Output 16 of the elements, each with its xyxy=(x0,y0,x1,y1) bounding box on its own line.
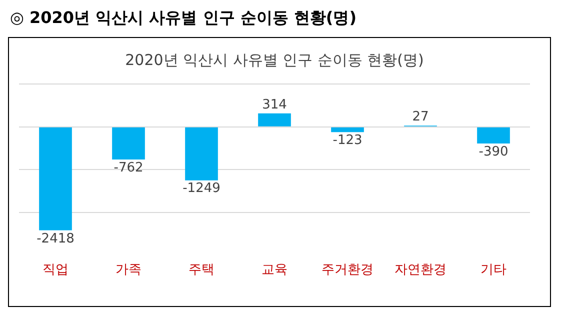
data-label: -762 xyxy=(114,160,144,176)
x-tick-label: 교육 xyxy=(262,262,288,278)
data-label: -1249 xyxy=(182,181,220,196)
data-label: 314 xyxy=(262,97,287,112)
data-label: -390 xyxy=(478,144,508,160)
x-tick-label: 직업 xyxy=(42,262,68,278)
text: ◎ 2020년 익산시 사유별 인구 순이동 현황(명) xyxy=(10,8,358,29)
chart-title: 2020년 익산시 사유별 인구 순이동 현황(명) xyxy=(125,50,424,69)
x-tick-label: 자연환경 xyxy=(394,262,446,278)
data-label: 27 xyxy=(412,110,429,125)
x-tick-label: 주택 xyxy=(188,262,214,278)
x-tick-label: 가족 xyxy=(116,262,142,278)
x-tick-label: 기타 xyxy=(480,262,506,278)
x-tick-label: 주거환경 xyxy=(322,262,374,278)
data-label: -2418 xyxy=(36,231,74,246)
data-label: -123 xyxy=(332,132,362,148)
